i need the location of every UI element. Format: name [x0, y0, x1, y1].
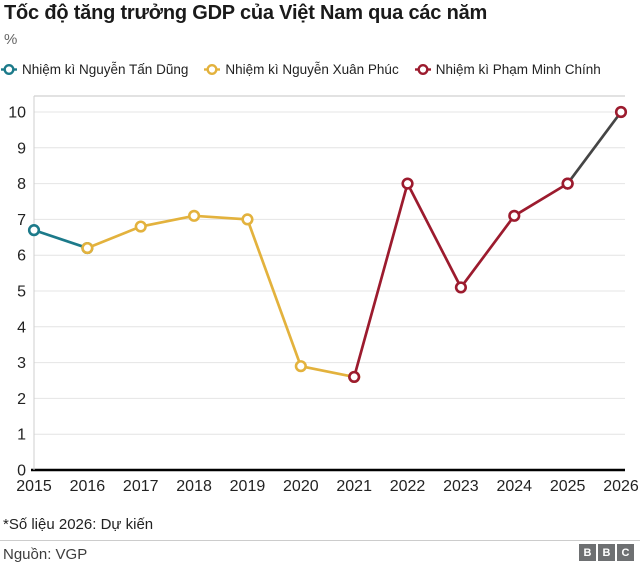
y-tick-label: 10: [8, 105, 26, 122]
x-tick-label: 2016: [70, 478, 106, 495]
x-tick-label: 2023: [443, 478, 479, 495]
legend-label: Nhiệm kì Phạm Minh Chính: [435, 62, 601, 77]
x-tick-label: 2026: [603, 478, 639, 495]
x-tick-label: 2022: [390, 478, 426, 495]
data-point: [454, 281, 468, 294]
data-point: [401, 177, 414, 190]
legend-marker-icon: [414, 63, 431, 76]
data-point: [27, 224, 41, 237]
y-tick-label: 5: [17, 284, 26, 301]
legend: Nhiệm kì Nguyễn Tấn Dũng Nhiệm kì Nguyễn …: [1, 62, 601, 77]
legend-item: Nhiệm kì Phạm Minh Chính: [414, 62, 601, 77]
legend-item: Nhiệm kì Nguyễn Xuân Phúc: [204, 62, 399, 77]
legend-marker-icon: [1, 63, 17, 76]
x-tick-label: 2025: [550, 478, 586, 495]
bbc-logo-block: C: [617, 544, 634, 561]
source-label: Nguồn: VGP: [3, 546, 88, 563]
data-point: [561, 177, 574, 190]
unit-label: %: [4, 31, 18, 48]
data-point: [348, 370, 361, 384]
data-point: [294, 360, 307, 373]
legend-marker-icon: [204, 63, 221, 76]
legend-label: Nhiệm kì Nguyễn Xuân Phúc: [225, 62, 399, 77]
footer-divider: [0, 540, 640, 541]
line-chart: 0 1 2 3 4 5 6 7 8 9 10 2015 2016 2017 2018 2019 2020 2021…: [8, 95, 639, 495]
y-tick-label: 9: [17, 140, 26, 157]
chart-title: Tốc độ tăng trưởng GDP của Việt Nam qua …: [4, 2, 488, 24]
y-tick-label: 3: [17, 355, 26, 372]
y-tick-label: 1: [17, 427, 26, 444]
x-tick-label: 2015: [16, 478, 52, 495]
data-point: [508, 209, 521, 222]
y-tick-label: 2: [17, 391, 26, 408]
data-point: [187, 209, 201, 222]
data-point: [241, 213, 254, 226]
x-tick-label: 2018: [176, 478, 212, 495]
bbc-logo-block: B: [598, 544, 615, 561]
y-tick-label: 7: [17, 212, 26, 229]
y-tick-label: 8: [17, 176, 26, 193]
footnote: *Số liệu 2026: Dự kiến: [3, 516, 154, 533]
x-tick-label: 2021: [336, 478, 372, 495]
series-line: [86, 214, 355, 379]
data-point: [614, 105, 628, 119]
legend-item: Nhiệm kì Nguyễn Tấn Dũng: [1, 62, 188, 77]
legend-label: Nhiệm kì Nguyễn Tấn Dũng: [22, 62, 189, 77]
data-point: [134, 220, 147, 233]
x-tick-label: 2024: [496, 478, 532, 495]
series-line: [33, 228, 88, 250]
bbc-logo-block: B: [579, 544, 596, 561]
y-tick-label: 4: [17, 319, 26, 336]
y-tick-label: 6: [17, 248, 26, 265]
y-tick-label: 0: [17, 463, 26, 480]
series-line: [352, 179, 569, 378]
series-line: [566, 111, 623, 185]
x-tick-label: 2020: [283, 478, 319, 495]
x-tick-label: 2019: [230, 478, 266, 495]
data-point: [81, 241, 94, 255]
x-tick-label: 2017: [123, 478, 159, 495]
